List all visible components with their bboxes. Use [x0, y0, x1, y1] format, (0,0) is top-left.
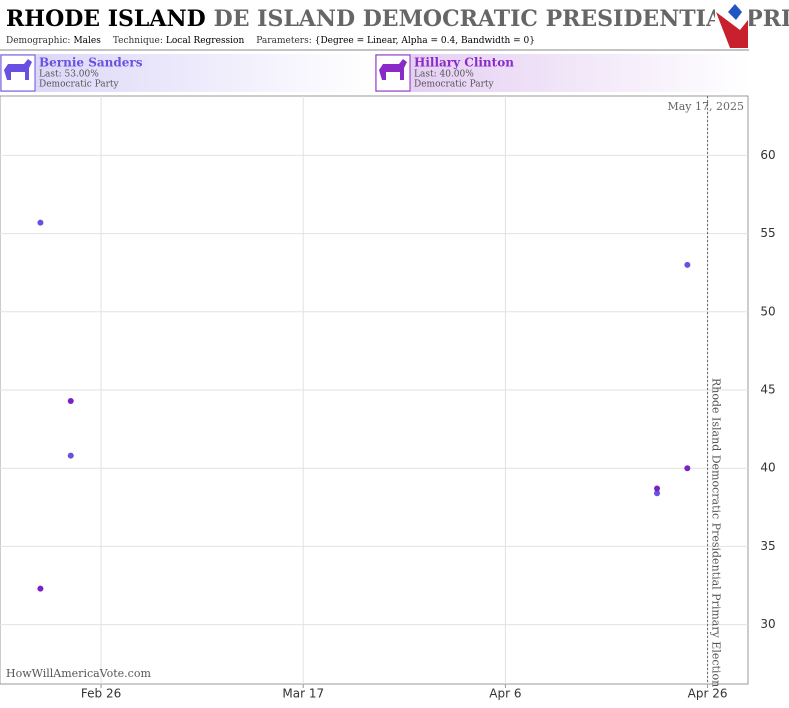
point [654, 490, 661, 497]
point [37, 585, 44, 592]
watermark: HowWillAmericaVote.com [6, 667, 151, 680]
legend-party: Democratic Party [39, 80, 120, 90]
legend-name: Hillary Clinton [414, 56, 514, 70]
param-value: {Degree = Linear, Alpha = 0.4, Bandwidth… [315, 36, 535, 46]
legend-party: Democratic Party [414, 80, 495, 90]
x-tick-label: Mar 17 [282, 687, 324, 701]
param-label: Technique: [113, 36, 163, 46]
y-tick-label: 50 [760, 304, 775, 318]
title-gray: DE ISLAND DEMOCRATIC PRESIDENTIAL PRIMA [214, 6, 789, 32]
date-label: May 17, 2025 [667, 100, 744, 113]
y-tick-label: 40 [760, 461, 775, 475]
param-label: Parameters: [256, 36, 311, 46]
x-tick-label: Apr 6 [489, 687, 521, 701]
donkey [4, 59, 32, 80]
chart-title: RHODE ISLAND DE ISLAND DEMOCRATIC PRESIDE… [6, 6, 789, 32]
x-tick-label: Apr 26 [688, 687, 728, 701]
params: Demographic: Males Technique: Local Regress… [6, 36, 535, 46]
param-value: Males [73, 36, 101, 46]
point [684, 465, 691, 472]
point [684, 261, 691, 268]
y-tick-label: 55 [760, 226, 775, 240]
y-tick-label: 60 [760, 148, 775, 162]
param-label: Demographic: [6, 36, 70, 46]
point [654, 485, 661, 492]
logo [715, 2, 749, 48]
legend-name: Bernie Sanders [39, 56, 143, 70]
params-text: Demographic: Males Technique: Local Regress… [6, 36, 535, 46]
y-tick-label: 30 [760, 617, 775, 631]
legend-last: Last: 40.00% [414, 70, 474, 80]
legend-bg [375, 54, 749, 92]
point [67, 397, 74, 404]
event-label: Rhode Island Democratic Presidential Pri… [710, 378, 723, 687]
plot: 30 35 40 45 50 55 60 Feb 26 Mar 17 Apr 6 Apr 26Rho… [0, 96, 776, 701]
y-tick-label: 35 [760, 539, 775, 553]
param-value: Local Regression [166, 36, 245, 46]
point [67, 452, 74, 459]
legend-bg [0, 54, 374, 92]
point [37, 219, 44, 226]
legend-last: Last: 53.00% [39, 70, 99, 80]
y-tick-label: 45 [760, 383, 775, 397]
x-tick-label: Feb 26 [81, 687, 121, 701]
donkey [379, 59, 407, 80]
title-bold: RHODE ISLAND [6, 6, 206, 32]
